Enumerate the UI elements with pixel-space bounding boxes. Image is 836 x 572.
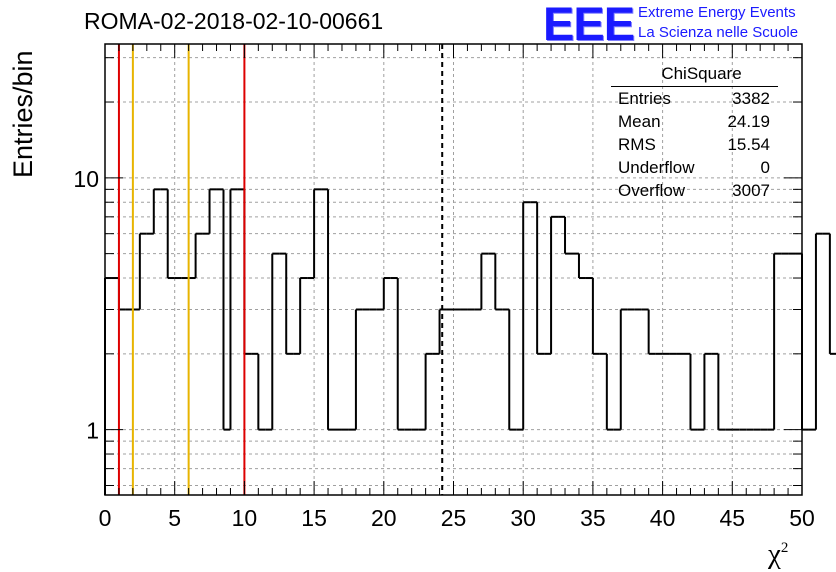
stats-row-mean: Mean 24.19 — [611, 110, 778, 133]
stats-value: 3007 — [732, 181, 770, 200]
logo-line-2: La Scienza nelle Scuole — [638, 24, 799, 41]
threshold-lines — [117, 44, 444, 495]
eee-logo: EEE — [543, 0, 635, 50]
stats-box: ChiSquare Entries 3382 Mean 24.19 RMS 15… — [611, 62, 778, 202]
stats-key: RMS — [618, 135, 656, 154]
y-tick-label: 10 — [73, 166, 99, 192]
axis-tick-labels: 0 5 10 15 20 25 30 35 40 45 50 1 10 — [73, 166, 814, 531]
axis-ticks — [104, 44, 803, 495]
x-tick-label: 10 — [232, 505, 258, 531]
x-tick-label: 45 — [720, 505, 746, 531]
x-tick-label: 0 — [99, 505, 112, 531]
x-tick-label: 40 — [650, 505, 676, 531]
y-tick-label: 1 — [86, 418, 99, 444]
stats-key: Overflow — [618, 181, 686, 200]
stats-key: Underflow — [618, 158, 695, 177]
stats-key: Entries — [618, 89, 671, 108]
stats-value: 15.54 — [727, 135, 770, 154]
stats-row-underflow: Underflow 0 — [611, 156, 778, 179]
stats-row-rms: RMS 15.54 — [611, 133, 778, 156]
x-axis-label-superscript: 2 — [780, 540, 789, 556]
stats-row-overflow: Overflow 3007 — [611, 179, 778, 202]
x-tick-label: 20 — [371, 505, 397, 531]
x-tick-label: 35 — [580, 505, 606, 531]
stats-row-entries: Entries 3382 — [611, 87, 778, 110]
x-tick-label: 50 — [789, 505, 815, 531]
x-tick-label: 30 — [510, 505, 536, 531]
x-axis-label-symbol: χ — [768, 538, 781, 570]
x-axis-label: χ2 — [768, 538, 788, 571]
x-tick-label: 5 — [168, 505, 181, 531]
stats-value: 0 — [760, 158, 770, 177]
histogram — [104, 188, 836, 495]
stats-value: 3382 — [732, 89, 770, 108]
x-tick-label: 25 — [441, 505, 467, 531]
stats-key: Mean — [618, 112, 661, 131]
logo-line-1: Extreme Energy Events — [638, 4, 796, 21]
y-axis-label: Entries/bin — [8, 50, 38, 178]
x-tick-label: 15 — [301, 505, 327, 531]
stats-value: 24.19 — [727, 112, 770, 131]
stats-title: ChiSquare — [611, 62, 778, 87]
run-title: ROMA-02-2018-02-10-00661 — [84, 8, 384, 34]
